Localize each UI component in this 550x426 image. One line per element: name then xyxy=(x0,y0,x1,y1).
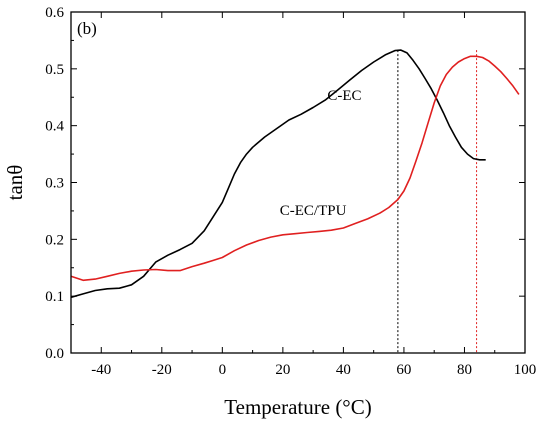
series-line-c-ec xyxy=(70,49,486,299)
tick-layer: -40 -20 0 20 40 60 80 100 0.0 0.1 0.2 0.3 0.4 0.5 0.6 xyxy=(45,5,536,378)
x-tick-label-0: 0 xyxy=(219,362,227,378)
y-tick-label-0-6: 0.6 xyxy=(45,5,64,21)
panel-label: (b) xyxy=(77,19,97,38)
x-tick-label-20: -20 xyxy=(152,362,172,378)
y-tick-label-0-5: 0.5 xyxy=(45,62,64,78)
x-tick-label-20: 20 xyxy=(275,362,290,378)
x-tick-label-60: 60 xyxy=(396,362,411,378)
reference-lines xyxy=(397,50,478,353)
x-tick-label-100: 100 xyxy=(514,362,537,378)
x-tick-label-80: 80 xyxy=(457,362,472,378)
y-tick-label-0-1: 0.1 xyxy=(45,289,64,305)
series-label-c-ec: C-EC xyxy=(327,88,361,104)
annotation-layer: C-EC C-EC/TPU xyxy=(280,88,362,219)
y-axis-title: tanθ xyxy=(3,165,27,201)
y-tick-label-0-0: 0.0 xyxy=(45,346,64,362)
y-tick-label-0-2: 0.2 xyxy=(45,232,64,248)
x-tick-label-40: -40 xyxy=(91,362,111,378)
y-tick-label-0-3: 0.3 xyxy=(45,176,64,192)
x-axis-title: Temperature (°C) xyxy=(224,395,371,419)
series-label-c-ec-tpu: C-EC/TPU xyxy=(280,203,347,219)
series-layer xyxy=(70,49,520,299)
series-line-c-ec-tpu xyxy=(70,55,520,282)
x-tick-label-40: 40 xyxy=(336,362,351,378)
y-tick-label-0-4: 0.4 xyxy=(45,119,64,135)
